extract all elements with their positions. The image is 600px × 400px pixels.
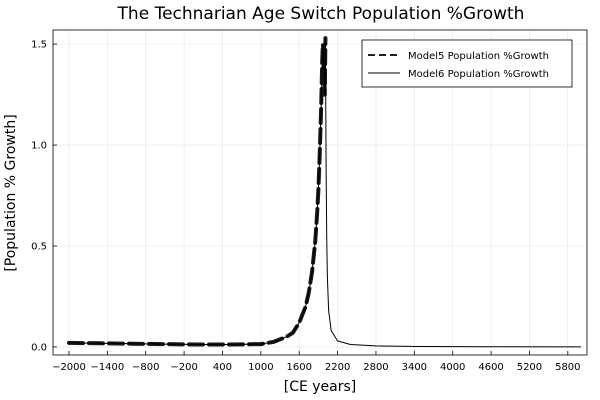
x-axis-label: [CE years] xyxy=(284,379,357,395)
legend-box xyxy=(361,39,573,88)
chart-title: The Technarian Age Switch Population %Gr… xyxy=(117,4,525,24)
x-tick-label: −800 xyxy=(132,362,159,373)
x-tick-label: 400 xyxy=(213,362,232,373)
x-tick-label: −200 xyxy=(170,362,197,373)
y-axis-label: [Population % Growth] xyxy=(3,114,19,271)
series-line-model6 xyxy=(68,37,582,348)
x-tick-label: 3400 xyxy=(402,362,427,373)
plot-area-frame xyxy=(52,29,588,356)
x-tick-label: 1000 xyxy=(248,362,273,373)
x-tick-label: 4000 xyxy=(440,362,465,373)
y-tick-label: 1.5 xyxy=(31,40,47,51)
legend-label-model6: Model6 Population %Growth xyxy=(408,69,549,80)
x-tick-label: −2000 xyxy=(52,362,86,373)
x-tick-label: 5800 xyxy=(555,362,580,373)
x-tick-label: 5200 xyxy=(517,362,542,373)
x-tick-label: −1400 xyxy=(90,362,124,373)
x-tick-label: 2800 xyxy=(363,362,388,373)
legend-label-model5: Model5 Population %Growth xyxy=(408,51,549,62)
legend: Model5 Population %Growth Model6 Populat… xyxy=(361,39,573,88)
x-tick-label: 4600 xyxy=(478,362,503,373)
x-tick-label: 2200 xyxy=(325,362,350,373)
y-axis-ticks: 0.0 0.5 1.0 1.5 xyxy=(31,40,57,353)
y-tick-label: 0.0 xyxy=(31,342,47,353)
series-layer xyxy=(66,36,582,348)
x-axis-ticks: −2000 −1400 −800 −200 400 1000 1600 2200 2800 340… xyxy=(52,351,581,373)
y-tick-label: 0.5 xyxy=(31,241,47,252)
y-tick-label: 1.0 xyxy=(31,141,47,152)
x-tick-label: 1600 xyxy=(286,362,311,373)
